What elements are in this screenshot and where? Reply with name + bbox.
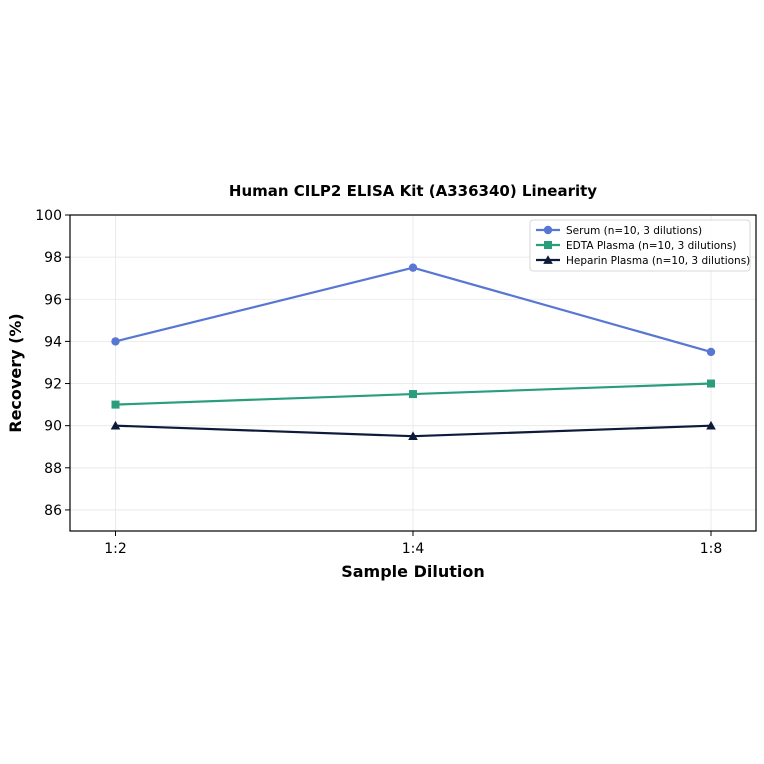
legend-entry: EDTA Plasma (n=10, 3 dilutions) [566, 240, 736, 252]
series-layer [110, 263, 716, 441]
x-axis-label: Sample Dilution [341, 562, 485, 581]
data-point-2 [408, 431, 418, 441]
legend-marker [543, 255, 553, 264]
data-point-0 [111, 337, 120, 346]
x-tick-label: 1:2 [104, 541, 127, 557]
legend: Serum (n=10, 3 dilutions) EDTA Plasma (n=… [529, 219, 751, 272]
x-tick-label: 1:8 [700, 541, 723, 557]
data-point-2 [110, 420, 121, 430]
y-tick-label: 88 [44, 461, 62, 477]
y-axis: 86 88 90 92 94 96 98 100 [35, 208, 70, 519]
plot-frame [69, 214, 757, 532]
data-point-1 [707, 379, 715, 388]
y-tick-label: 86 [44, 503, 62, 519]
legend-entry: Serum (n=10, 3 dilutions) [566, 225, 702, 237]
data-point-1 [409, 390, 417, 399]
legend-box [529, 219, 751, 272]
data-point-0 [408, 263, 418, 272]
y-axis-label: Recovery (%) [6, 313, 25, 432]
legend-entry: Heparin Plasma (n=10, 3 dilutions) [566, 255, 750, 267]
y-tick-label: 94 [44, 334, 62, 350]
x-tick-label: 1:4 [402, 541, 425, 557]
legend-marker [544, 241, 552, 249]
data-point-1 [111, 400, 120, 409]
y-tick-label: 92 [44, 377, 62, 393]
y-tick-label: 90 [44, 419, 62, 435]
legend-marker [543, 225, 553, 235]
data-point-0 [706, 347, 716, 357]
x-axis: 1:2 1:4 1:8 [104, 531, 722, 557]
chart-title: Human CILP2 ELISA Kit (A336340) Linearit… [229, 182, 597, 200]
y-tick-label: 96 [44, 292, 62, 308]
y-tick-label: 100 [35, 208, 62, 224]
data-point-2 [706, 420, 716, 430]
y-tick-label: 98 [44, 250, 62, 266]
